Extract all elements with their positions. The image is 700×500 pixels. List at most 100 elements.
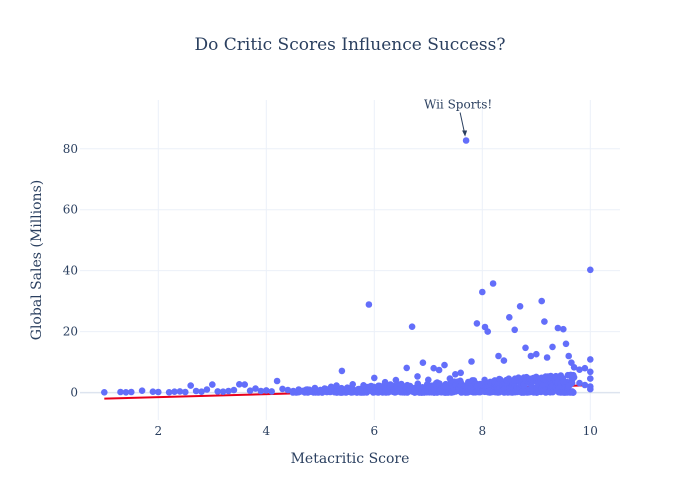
- scatter-point: [165, 389, 173, 396]
- x-tick-label: 2: [154, 424, 162, 438]
- scatter-point: [306, 386, 313, 394]
- scatter-point: [155, 388, 162, 396]
- scatter-point: [457, 369, 465, 377]
- scatter-point: [576, 366, 583, 374]
- scatter-point: [587, 356, 594, 363]
- scatter-point: [252, 385, 259, 392]
- scatter-point: [500, 357, 508, 364]
- scatter-point: [581, 364, 589, 372]
- chart-title: Do Critic Scores Influence Success?: [195, 35, 506, 55]
- scatter-point: [565, 352, 572, 360]
- x-tick-label: 6: [370, 424, 378, 438]
- scatter-point: [236, 381, 243, 388]
- scatter-point: [149, 388, 157, 396]
- scatter-point: [533, 350, 540, 358]
- scatter-point: [587, 385, 594, 393]
- scatter-point: [300, 387, 308, 395]
- y-axis-title: Global Sales (Millions): [29, 180, 45, 340]
- scatter-point: [570, 374, 578, 381]
- annotation-arrowhead: [462, 130, 468, 137]
- scatter-point: [360, 382, 367, 389]
- scatter-point: [495, 352, 502, 360]
- scatter-point: [419, 359, 427, 367]
- scatter-point: [398, 380, 405, 388]
- scatter-point: [403, 364, 411, 372]
- scatter-point: [230, 386, 238, 394]
- scatter-point: [101, 389, 108, 396]
- scatter-point: [354, 385, 362, 393]
- scatter-point: [268, 388, 276, 395]
- scatter-point: [214, 388, 221, 395]
- x-tick-labels: 2 4 6 8 10: [154, 424, 597, 438]
- scatter-point: [565, 382, 572, 390]
- scatter-point: [576, 379, 583, 387]
- scatter-point: [387, 381, 394, 388]
- scatter-point: [484, 328, 492, 335]
- scatter-point: [527, 352, 535, 360]
- scatter-point: [117, 388, 124, 396]
- scatter-point: [457, 377, 464, 385]
- y-tick-labels: 0 20 40 60 80: [63, 142, 78, 400]
- scatter-point: [511, 326, 518, 334]
- scatter-point: [349, 381, 357, 388]
- scatter-point: [219, 388, 227, 396]
- scatter-point: [381, 378, 389, 386]
- scatter-point: [570, 364, 578, 371]
- x-tick-label: 8: [478, 424, 486, 438]
- scatter-point: [568, 388, 576, 395]
- scatter-point: [516, 303, 524, 310]
- scatter-point: [192, 387, 200, 395]
- scatter-point: [506, 314, 513, 321]
- x-tick-label: 10: [583, 424, 598, 438]
- scatter-point: [284, 386, 292, 394]
- x-tick-label: 4: [262, 424, 270, 438]
- scatter-point: [279, 385, 286, 393]
- scatter-point: [414, 373, 421, 380]
- scatter-point: [365, 301, 373, 308]
- scatter-point: [198, 388, 205, 396]
- scatter-point: [376, 382, 384, 390]
- annotation-label: Wii Sports!: [424, 98, 492, 112]
- scatter-point: [263, 387, 270, 394]
- scatter-point: [128, 388, 135, 396]
- scatter-point: [225, 387, 232, 395]
- scatter-point: [425, 376, 432, 384]
- scatter-point: [322, 385, 330, 393]
- scatter-point: [479, 288, 486, 296]
- scatter-points: [101, 137, 594, 396]
- scatter-point: [473, 320, 481, 327]
- scatter-point: [435, 366, 443, 374]
- scatter-point: [257, 387, 265, 395]
- scatter-point: [290, 387, 297, 395]
- scatter-point: [327, 383, 335, 391]
- scatter-point: [581, 381, 589, 389]
- scatter-point: [441, 361, 448, 369]
- x-axis-title: Metacritic Score: [291, 451, 410, 467]
- scatter-point: [408, 323, 416, 331]
- scatter-point: [182, 388, 189, 396]
- scatter-point: [317, 386, 324, 394]
- scatter-point: [122, 389, 130, 396]
- scatter-point: [273, 377, 281, 385]
- annotation-group: Wii Sports!: [424, 98, 492, 137]
- y-tick-label: 80: [63, 142, 78, 156]
- plot-background: [80, 100, 620, 420]
- scatter-point: [246, 387, 254, 395]
- scatter-point: [554, 324, 562, 332]
- scatter-point: [562, 340, 570, 348]
- scatter-point: [587, 368, 594, 376]
- scatter-point: [538, 297, 545, 305]
- scatter-point: [138, 387, 146, 395]
- scatter-point: [295, 386, 303, 393]
- scatter-point: [560, 325, 567, 333]
- scatter-point: [446, 375, 454, 382]
- scatter-point: [549, 343, 556, 351]
- scatter-point: [209, 381, 216, 388]
- scatter-point: [171, 388, 178, 396]
- scatter-point: [587, 375, 594, 382]
- scatter-point: [176, 388, 184, 395]
- scatter-point: [522, 344, 529, 352]
- y-tick-label: 40: [63, 264, 78, 278]
- scatter-point: [311, 384, 319, 392]
